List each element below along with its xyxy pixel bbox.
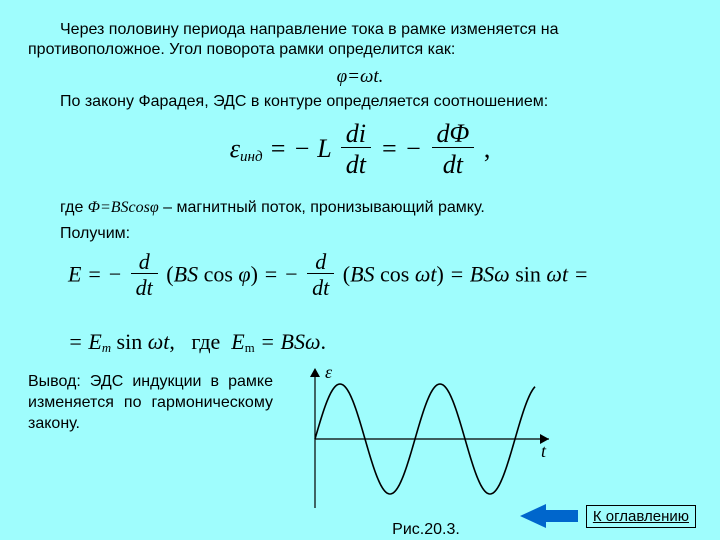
- faraday-equation: εинд = − L didt = − dΦdt ,: [28, 120, 692, 182]
- nav-link[interactable]: К оглавлению: [593, 508, 689, 525]
- phi-equation: φ=ωt.: [28, 66, 692, 88]
- conclusion-text: Вывод: ЭДС индукции в рамке изменяется п…: [28, 372, 273, 434]
- nav-back[interactable]: К оглавлению: [520, 504, 696, 528]
- flux-line: где Φ=BScosφ – магнитный поток, пронизыв…: [28, 198, 692, 218]
- arrow-stem: [542, 510, 578, 522]
- get-line: Получим:: [28, 224, 692, 244]
- slide-page: Через половину периода направление тока …: [0, 0, 720, 539]
- paragraph-2: По закону Фарадея, ЭДС в контуре определ…: [28, 92, 692, 112]
- derivation-equation: Ε = − ddt (BS cos φ) = − ddt (BS cos ωt)…: [68, 250, 692, 356]
- paragraph-1: Через половину периода направление тока …: [28, 20, 692, 60]
- svg-text:t: t: [541, 441, 547, 461]
- emf-sine-chart: εt: [291, 364, 561, 514]
- svg-text:ε: ε: [325, 364, 333, 382]
- nav-link-box[interactable]: К оглавлению: [586, 505, 696, 528]
